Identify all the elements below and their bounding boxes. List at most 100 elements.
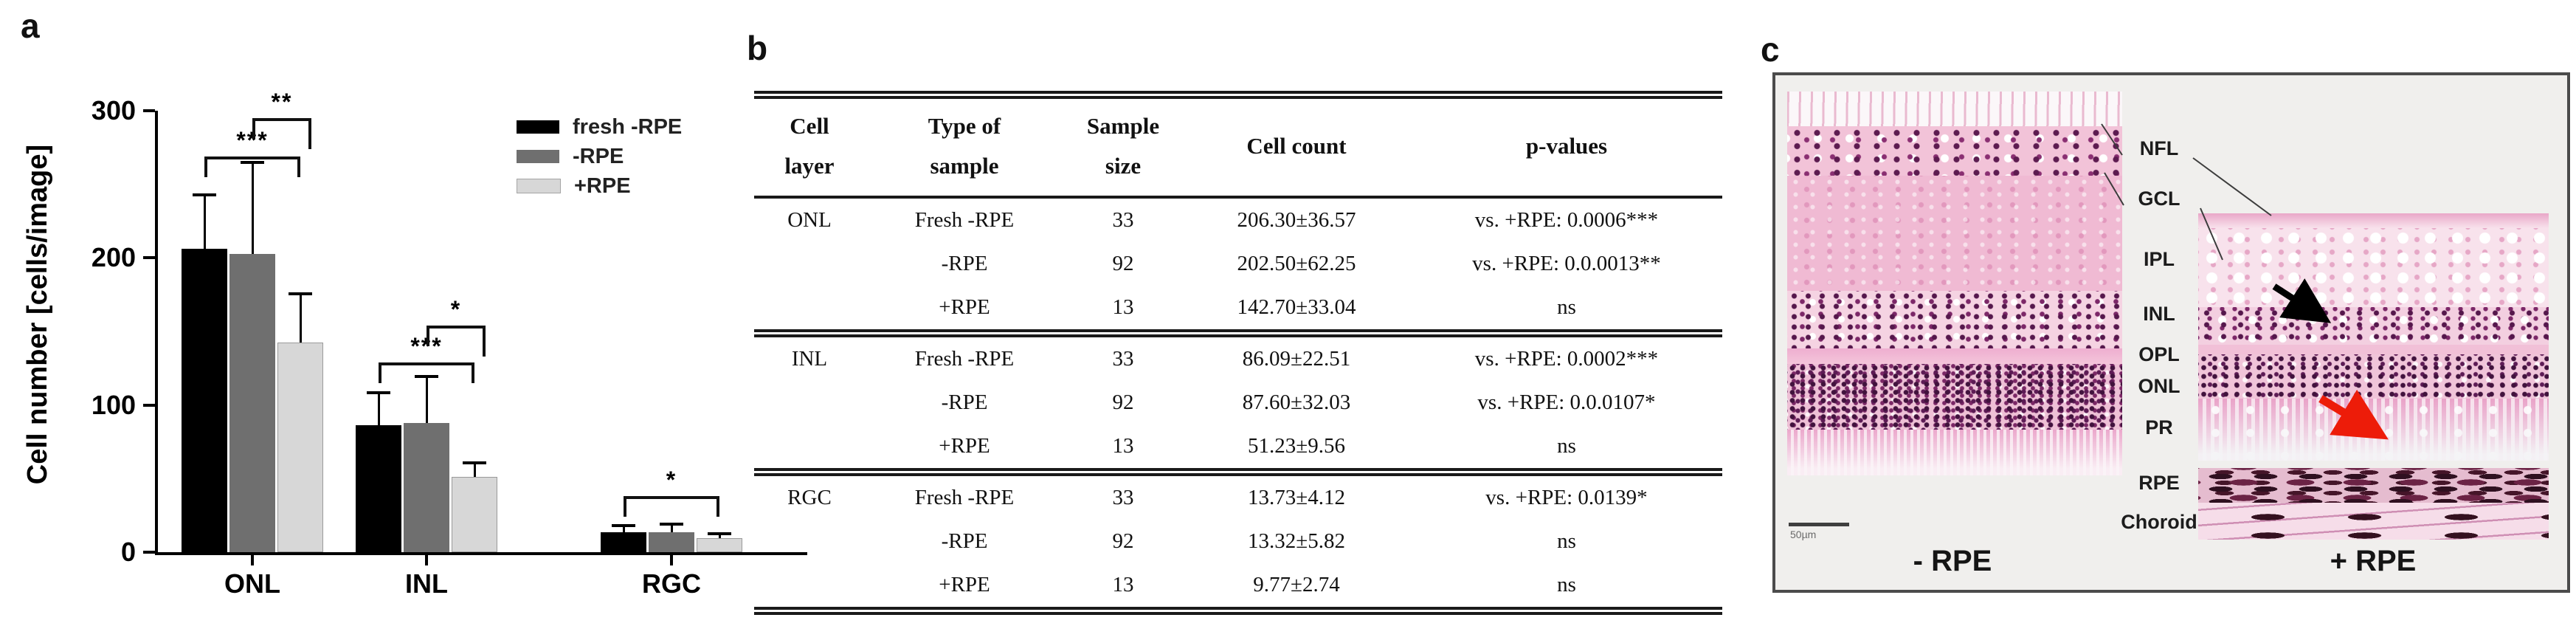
histology-layer-opl: [2198, 344, 2549, 354]
histology-panel-box: NFL GCL IPL INL OPL ONL PR RPE Choroid: [1772, 72, 2570, 593]
y-axis-tick: [143, 109, 155, 112]
table-cell: 92: [1112, 529, 1134, 553]
y-axis-tick: [143, 403, 155, 407]
significance-label: **: [271, 88, 293, 115]
table-cell: RGC: [787, 485, 832, 509]
histology-layer-pr: [2198, 399, 2549, 461]
legend-swatch: [517, 179, 561, 193]
table-cell: 13.32±5.82: [1248, 529, 1345, 553]
table-row: INL Fresh -RPE 33 86.09±22.51 vs. +RPE: 0.00…: [754, 337, 1722, 381]
error-bar: [203, 194, 206, 249]
chart-legend: fresh -RPE -RPE +RPE: [517, 112, 682, 201]
table-cell: 202.50±62.25: [1237, 251, 1356, 275]
minus-rpe-label: - RPE: [1913, 545, 1992, 577]
legend-item: fresh -RPE: [517, 112, 682, 142]
table-cell: 206.30±36.57: [1237, 207, 1356, 232]
error-bar: [299, 293, 302, 343]
histology-layer-ipl: [1787, 176, 2122, 292]
significance-label: ***: [382, 333, 471, 360]
error-bar-cap: [289, 292, 312, 295]
panel-a-bar-chart: a Cell number [cells/image] 0 100 200 300 ON…: [0, 0, 849, 626]
bar-rgc--RPE: [649, 532, 694, 552]
error-bar: [473, 462, 476, 477]
table-section-inl: INL Fresh -RPE 33 86.09±22.51 vs. +RPE: 0.00…: [754, 337, 1722, 476]
error-bar-cap: [463, 461, 486, 464]
layer-label-gcl: GCL: [2138, 188, 2180, 210]
table-cell: 13.73±4.12: [1248, 485, 1345, 509]
table-cell: Fresh -RPE: [914, 346, 1015, 371]
table-cell: ONL: [787, 207, 832, 232]
significance-bracket: [252, 117, 311, 149]
bracket-tick: [472, 363, 474, 383]
layer-label-onl: ONL: [2138, 375, 2180, 397]
histology-layer-pr: [1787, 429, 2122, 475]
table-row: -RPE 92 202.50±62.25 vs. +RPE: 0.0.0013**: [754, 242, 1722, 286]
significance-label: *: [666, 467, 677, 494]
histology-strip-rpe-choroid: [2198, 468, 2549, 540]
table-cell: ns: [1557, 572, 1576, 596]
plus-rpe-label: + RPE: [2330, 545, 2417, 577]
bar-rgc-+RPE: [697, 537, 742, 552]
y-axis-label: Cell number [cells/image]: [22, 144, 53, 485]
legend-swatch: [517, 120, 559, 134]
table-cell: ns: [1557, 295, 1576, 319]
table-cell: 142.70±33.04: [1237, 295, 1356, 319]
table-cell: 33: [1112, 207, 1134, 232]
table-cell: [754, 520, 865, 563]
table-cell: 92: [1112, 390, 1134, 414]
histology-image-minus-rpe: [1787, 92, 2122, 475]
table-cell: -RPE: [941, 529, 988, 553]
table-cell: Cell count: [1246, 133, 1347, 159]
table-cell: +RPE: [939, 433, 990, 458]
table-cell: [754, 286, 865, 329]
layer-label-pr: PR: [2145, 416, 2173, 438]
y-axis-tick-label: 200: [91, 242, 136, 273]
legend-label: fresh -RPE: [573, 114, 683, 139]
table-cell: 92: [1112, 251, 1134, 275]
legend-item: +RPE: [517, 171, 682, 201]
legend-label: +RPE: [574, 173, 631, 198]
table-cell: [754, 563, 865, 607]
bracket-tick: [624, 498, 626, 517]
panel-b-letter: b: [747, 29, 768, 67]
table-row: ONL Fresh -RPE 33 206.30±36.57 vs. +RPE: 0.0…: [754, 199, 1722, 242]
bar-onl--RPE: [229, 254, 275, 552]
error-bar-cap: [612, 524, 635, 528]
histology-layer-ipl: [2198, 228, 2549, 308]
table-row: RGC Fresh -RPE 33 13.73±4.12 vs. +RPE: 0.013…: [754, 476, 1722, 520]
table-cell: 86.09±22.51: [1242, 346, 1351, 371]
bar-rgc-fresh--RPE: [601, 532, 646, 552]
table-section-onl: ONL Fresh -RPE 33 206.30±36.57 vs. +RPE: 0.0…: [754, 199, 1722, 337]
layer-label-opl: OPL: [2138, 343, 2180, 365]
error-bar: [622, 526, 625, 532]
histology-layer-inl: [2198, 307, 2549, 345]
table-header-row: Cell layer Type of sample Sample size Cell …: [754, 91, 1722, 199]
bar-onl-+RPE: [277, 342, 323, 552]
table-cell: ns: [1557, 529, 1576, 553]
significance-bracket: [624, 496, 719, 517]
table-cell: vs. +RPE: 0.0.0107*: [1477, 390, 1656, 414]
bracket-tick: [252, 119, 255, 139]
significance-label: *: [450, 296, 462, 323]
histology-layer-choroid: [2198, 502, 2549, 540]
y-axis-tick-label: 300: [91, 95, 136, 125]
table-cell: [754, 242, 865, 286]
significance-bracket: [379, 362, 474, 383]
table-cell: INL: [791, 346, 828, 371]
layer-label-choroid: Choroid: [2121, 511, 2197, 533]
table-row: -RPE 92 13.32±5.82 ns: [754, 520, 1722, 563]
table-row: -RPE 92 87.60±32.03 vs. +RPE: 0.0.0107*: [754, 381, 1722, 424]
leader-line-nfl-right: [2192, 157, 2272, 216]
x-axis-tick: [425, 555, 428, 565]
table-cell: [754, 424, 865, 468]
table-cell: p-values: [1525, 133, 1608, 159]
table-cell: 13: [1112, 572, 1134, 596]
statistics-table: Cell layer Type of sample Sample size Cell …: [754, 91, 1722, 615]
bracket-tick: [204, 157, 207, 177]
table-row: +RPE 13 142.70±33.04 ns: [754, 286, 1722, 329]
table-cell: -RPE: [941, 251, 988, 275]
panel-b-table: b Cell layer Type of sample Sample size Cel…: [747, 0, 1722, 626]
bracket-tick: [427, 327, 429, 347]
table-cell: +RPE: [939, 572, 990, 596]
